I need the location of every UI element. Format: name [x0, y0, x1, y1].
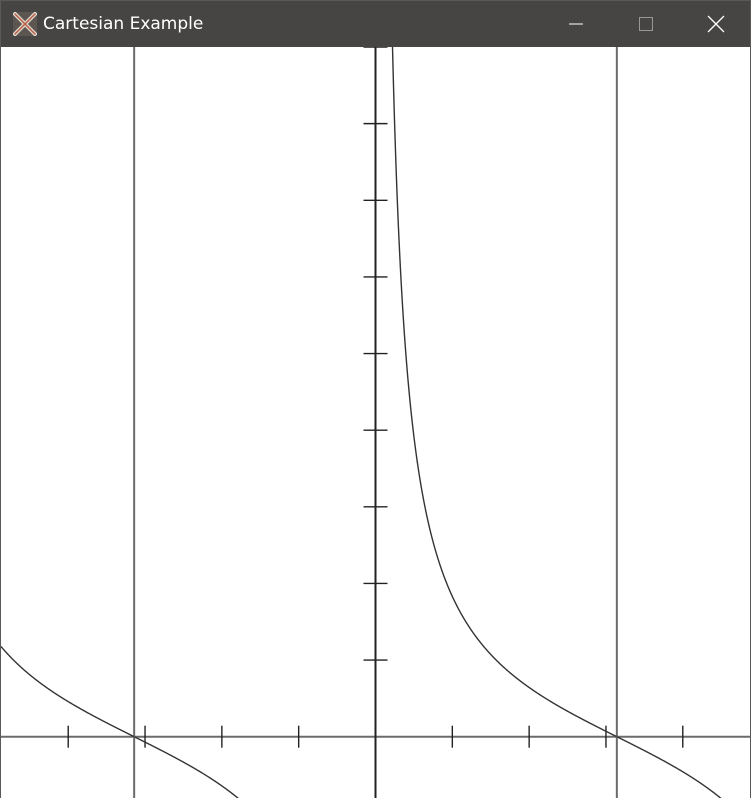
minimize-icon	[568, 16, 584, 32]
curve-branch	[1, 646, 134, 736]
maximize-icon	[638, 16, 654, 32]
x-window-icon	[12, 11, 38, 37]
curve-branch	[134, 737, 375, 798]
window-title: Cartesian Example	[43, 13, 203, 35]
close-icon	[707, 15, 725, 33]
minimize-button[interactable]	[541, 1, 611, 47]
plot-canvas[interactable]	[1, 47, 750, 798]
curve-branch	[376, 47, 617, 737]
curve-branch	[617, 737, 750, 798]
cartesian-plot	[1, 47, 750, 798]
close-button[interactable]	[681, 1, 751, 47]
maximize-button[interactable]	[611, 1, 681, 47]
title-bar[interactable]: Cartesian Example	[1, 1, 750, 47]
